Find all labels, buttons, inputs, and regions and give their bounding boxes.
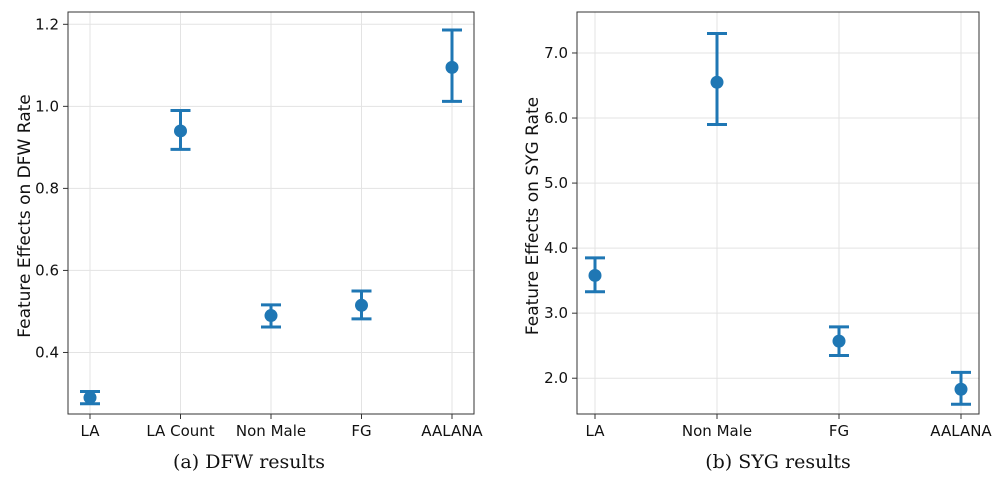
x-tick-label: FG — [351, 422, 371, 440]
y-tick-label: 1.2 — [35, 15, 59, 33]
y-tick-label: 0.4 — [35, 343, 59, 361]
x-tick-label: Non Male — [236, 422, 306, 440]
data-point-la — [588, 268, 602, 282]
caption-dfw: (a) DFW results — [173, 451, 325, 473]
data-point-non-male — [264, 309, 278, 323]
x-tick-label: AALANA — [421, 422, 483, 440]
x-tick-label: Non Male — [682, 422, 752, 440]
x-tick-label: AALANA — [930, 422, 992, 440]
panel-dfw: 0.4 0.6 0.8 1.0 1.2 LA LA Count Non Male FG AALA… — [15, 11, 483, 473]
y-tick-label: 6.0 — [544, 109, 568, 127]
y-axis-label-dfw: Feature Effects on DFW Rate — [15, 94, 35, 337]
y-tick-label: 7.0 — [544, 44, 568, 62]
y-tick-label: 4.0 — [544, 239, 568, 257]
y-tick-label: 2.0 — [544, 369, 568, 387]
data-point-la — [83, 391, 97, 405]
caption-syg: (b) SYG results — [705, 451, 851, 473]
y-axis-label-syg: Feature Effects on SYG Rate — [523, 97, 543, 335]
panel-syg: 2.0 3.0 4.0 5.0 6.0 7.0 LA Non Male FG AALANA Fe… — [523, 11, 992, 473]
data-point-fg — [355, 298, 368, 312]
y-tick-label: 0.6 — [35, 261, 59, 279]
y-tick-label: 3.0 — [544, 304, 568, 322]
plot-frame-syg — [576, 11, 980, 415]
y-tick-label: 5.0 — [544, 174, 568, 192]
data-point-aalana — [954, 382, 968, 396]
x-tick-label: LA Count — [146, 422, 214, 440]
data-point-la-count — [174, 124, 187, 138]
x-tick-label: FG — [829, 422, 849, 440]
y-tick-label: 1.0 — [35, 97, 59, 115]
data-point-aalana — [445, 60, 459, 74]
data-point-fg — [832, 334, 846, 348]
x-tick-label: LA — [81, 422, 101, 440]
y-tick-label: 0.8 — [35, 179, 59, 197]
data-point-non-male — [710, 75, 724, 89]
x-tick-label: LA — [586, 422, 606, 440]
